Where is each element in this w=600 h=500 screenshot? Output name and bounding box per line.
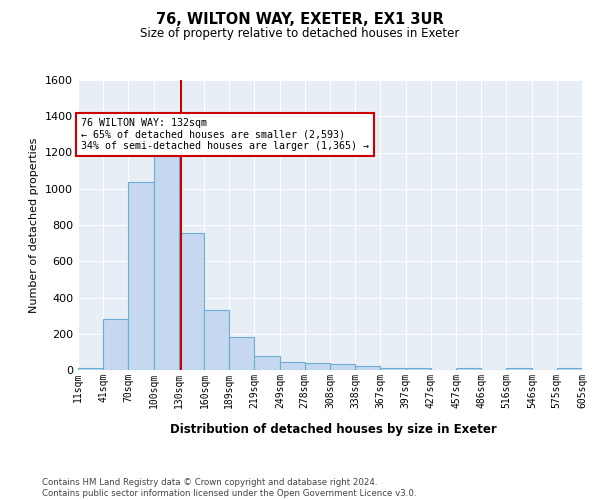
Bar — [254, 356, 280, 370]
Bar — [406, 368, 431, 370]
Text: 76, WILTON WAY, EXETER, EX1 3UR: 76, WILTON WAY, EXETER, EX1 3UR — [156, 12, 444, 28]
Bar — [355, 366, 380, 370]
Y-axis label: Number of detached properties: Number of detached properties — [29, 138, 40, 312]
Bar — [179, 233, 205, 370]
Bar — [103, 320, 128, 370]
Text: 76 WILTON WAY: 132sqm
← 65% of detached houses are smaller (2,593)
34% of semi-d: 76 WILTON WAY: 132sqm ← 65% of detached … — [80, 118, 368, 152]
Bar — [280, 362, 305, 370]
Bar — [154, 145, 179, 370]
Text: Contains HM Land Registry data © Crown copyright and database right 2024.
Contai: Contains HM Land Registry data © Crown c… — [42, 478, 416, 498]
Bar — [78, 368, 103, 370]
Bar — [205, 310, 229, 370]
Bar — [380, 368, 406, 370]
Bar — [330, 364, 355, 370]
Bar — [229, 338, 254, 370]
Text: Distribution of detached houses by size in Exeter: Distribution of detached houses by size … — [170, 422, 496, 436]
Bar — [506, 368, 532, 370]
Bar — [557, 368, 582, 370]
Text: Size of property relative to detached houses in Exeter: Size of property relative to detached ho… — [140, 28, 460, 40]
Bar — [128, 182, 154, 370]
Bar — [305, 363, 330, 370]
Bar — [457, 368, 481, 370]
